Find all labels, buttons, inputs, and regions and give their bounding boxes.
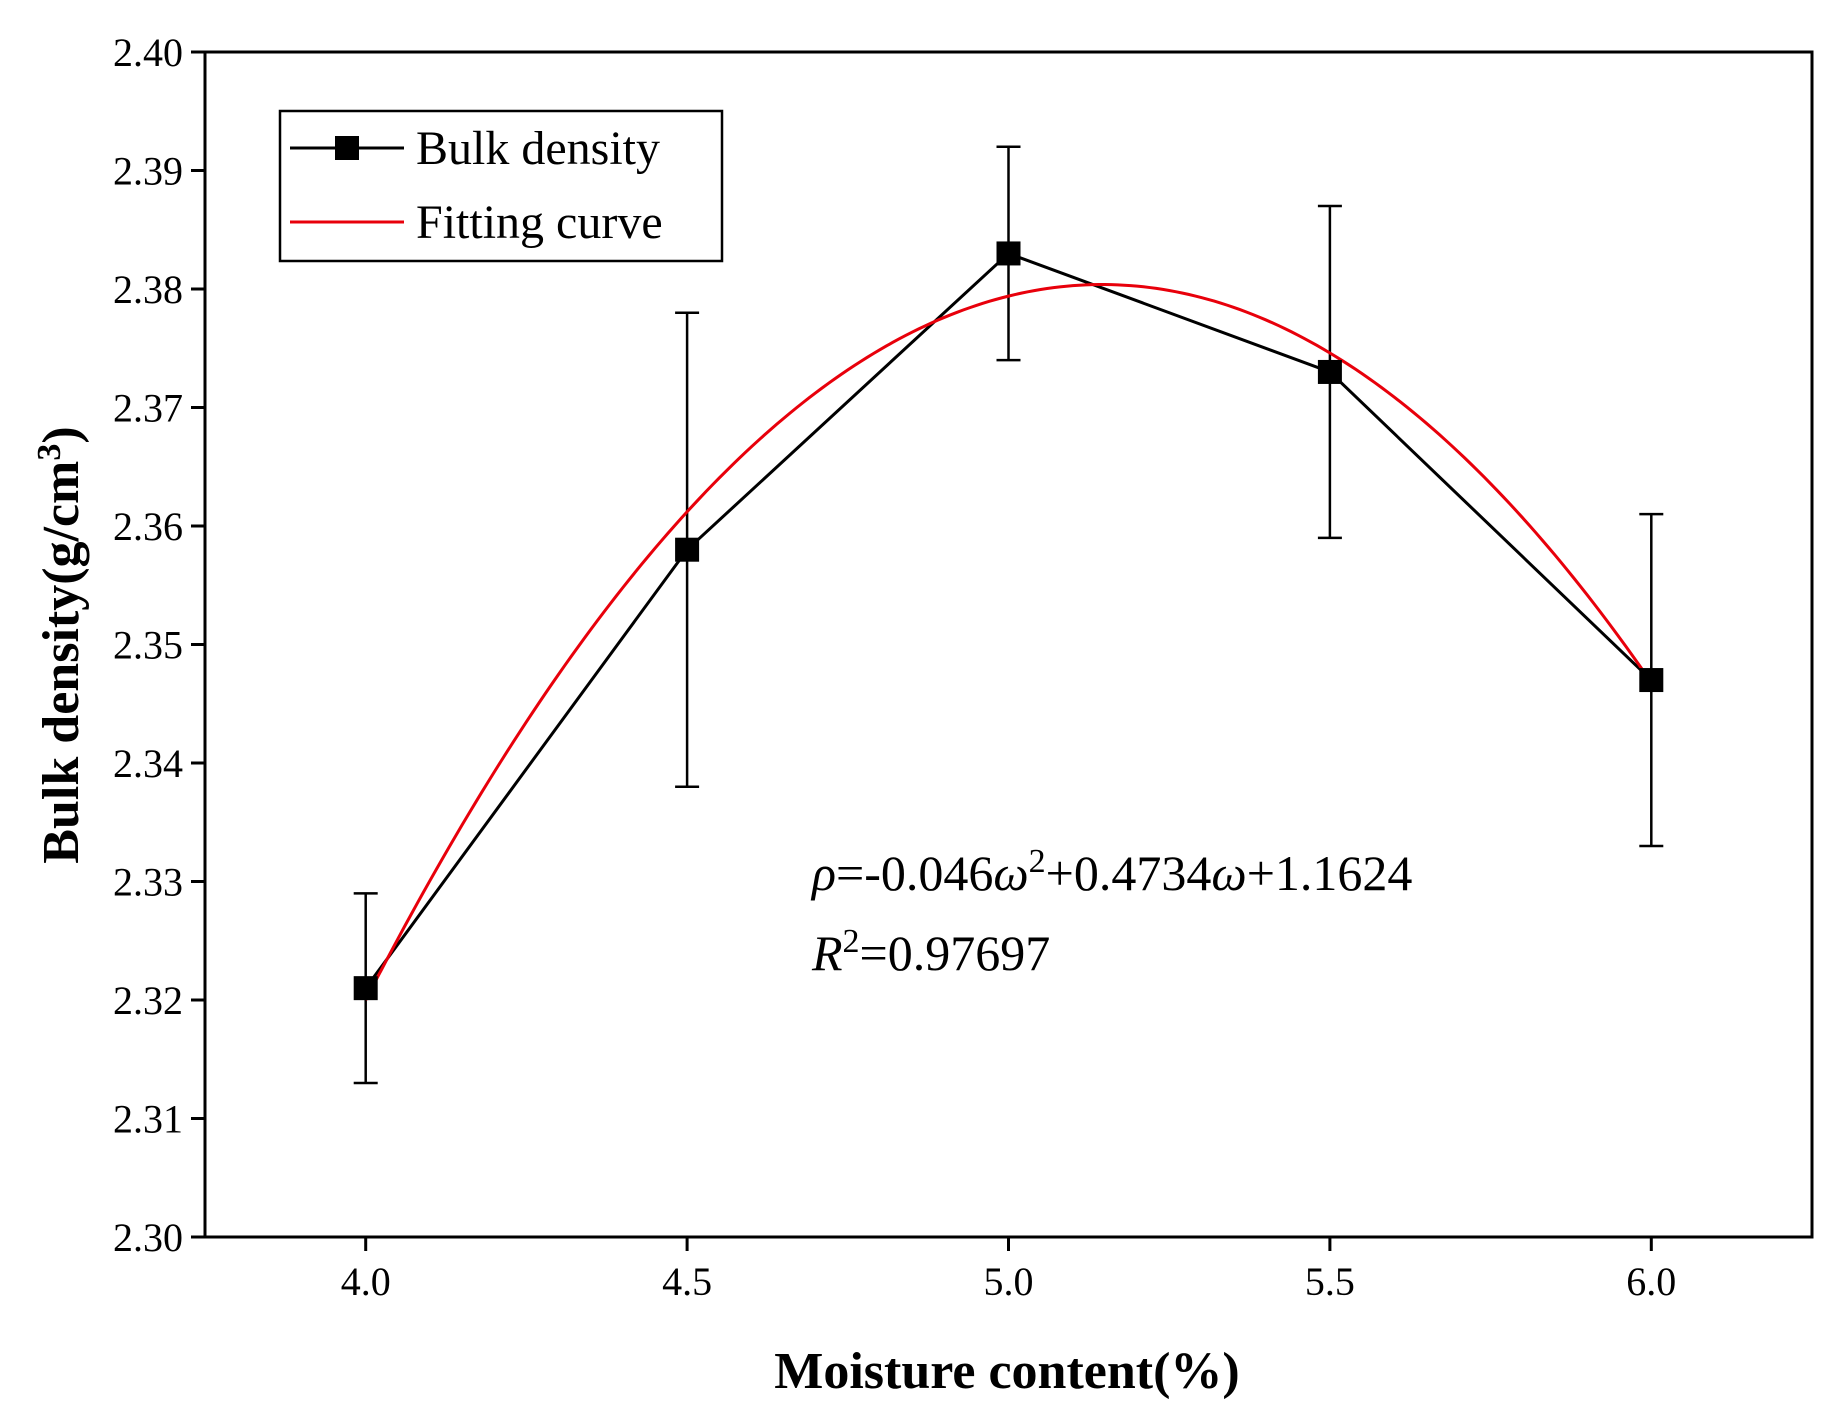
data-point-marker xyxy=(1639,668,1664,693)
y-axis-ticks: 2.30 2.31 2.32 2.33 2.34 2.35 2.36 2.37 2.38 2.39… xyxy=(113,30,205,1260)
y-tick-label: 2.32 xyxy=(113,978,183,1023)
x-axis-title: Moisture content(%) xyxy=(774,1343,1240,1400)
y-tick-label: 2.31 xyxy=(113,1097,183,1142)
fitting-curve-series xyxy=(364,283,1653,1001)
fit-equation-annotation: ρ=-0.046ω2+0.4734ω+1.1624 R2=0.97697 xyxy=(810,843,1412,982)
y-tick-label: 2.34 xyxy=(113,741,183,786)
x-axis-ticks: 4.0 4.5 5.0 5.5 6.0 xyxy=(341,1237,1676,1304)
data-point-marker xyxy=(1317,359,1342,384)
y-tick-label: 2.40 xyxy=(113,30,183,75)
x-tick-label: 6.0 xyxy=(1626,1259,1676,1304)
y-tick-label: 2.35 xyxy=(113,623,183,668)
legend-marker-bulk-density xyxy=(335,136,359,160)
y-tick-label: 2.33 xyxy=(113,860,183,905)
r-squared: R2=0.97697 xyxy=(811,923,1050,982)
y-axis-title-superscript: 3 xyxy=(31,444,68,461)
legend: Bulk density Fitting curve xyxy=(278,109,724,263)
legend-label-fitting-curve: Fitting curve xyxy=(416,196,663,249)
data-point-marker xyxy=(675,537,700,562)
x-tick-label: 5.5 xyxy=(1305,1259,1355,1304)
y-tick-label: 2.37 xyxy=(113,386,183,431)
data-point-marker xyxy=(353,976,378,1001)
x-tick-label: 4.5 xyxy=(662,1259,712,1304)
data-point-marker xyxy=(996,241,1021,266)
y-tick-label: 2.30 xyxy=(113,1215,183,1260)
fitting-curve-line xyxy=(364,283,1653,1001)
x-tick-label: 5.0 xyxy=(984,1259,1034,1304)
bulk-density-markers xyxy=(353,241,1664,1001)
y-axis-title: Bulk density(g/cm3) xyxy=(31,426,91,863)
x-tick-label: 4.0 xyxy=(341,1259,391,1304)
fit-equation: ρ=-0.046ω2+0.4734ω+1.1624 xyxy=(810,843,1412,902)
y-tick-label: 2.38 xyxy=(113,267,183,312)
legend-label-bulk-density: Bulk density xyxy=(416,122,660,175)
y-tick-label: 2.36 xyxy=(113,504,183,549)
y-tick-label: 2.39 xyxy=(113,149,183,194)
